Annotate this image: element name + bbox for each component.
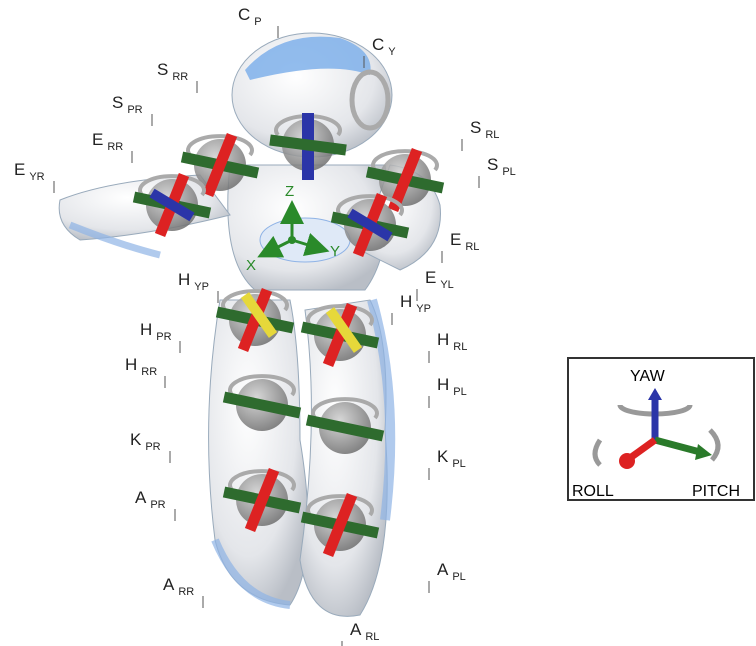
joint-letter: C — [372, 35, 384, 54]
joint-letter: S — [157, 60, 168, 79]
axis-y-label: Y — [330, 243, 340, 260]
joint-subscript: Y — [388, 46, 396, 58]
axis-x-label: X — [246, 257, 256, 274]
joint-subscript: PR — [145, 441, 160, 453]
joint-label: S RL — [470, 118, 499, 141]
joint-label: E RL — [450, 230, 479, 253]
joint-letter: S — [470, 118, 481, 137]
joint-subscript: YP — [416, 303, 431, 315]
legend-roll: ROLL — [572, 483, 614, 500]
joint-label: H PR — [140, 320, 172, 343]
joint-letter: A — [135, 488, 147, 507]
joint-label: S RR — [157, 60, 188, 83]
joint-letter: E — [14, 160, 25, 179]
joint-subscript: PL — [453, 386, 466, 398]
joint-label: S PR — [112, 93, 143, 116]
joint-label: E RR — [92, 130, 123, 153]
joint-subscript: RR — [178, 586, 194, 598]
robot-diagram: Z X Y CPCYSRRSPRERREYRSRLSPLERLEYLHYPHYP… — [0, 0, 756, 646]
joint-label: H PL — [437, 375, 467, 398]
joint-subscript: PR — [127, 104, 142, 116]
joint-letter: H — [140, 320, 152, 339]
joint-subscript: RL — [485, 129, 499, 141]
joint-subscript: RR — [107, 141, 123, 153]
joint-subscript: RL — [465, 241, 479, 253]
joint-subscript: PR — [150, 499, 165, 511]
joint-subscript: RL — [365, 631, 379, 643]
legend: YAW ROLL PITCH — [568, 358, 754, 500]
joint-letter: K — [130, 430, 142, 449]
joint-subscript: PL — [452, 458, 465, 470]
joint-label: H RL — [437, 330, 467, 353]
joint-label: E YR — [14, 160, 45, 183]
joint-subscript: PL — [452, 571, 465, 583]
joint-letter: S — [487, 155, 498, 174]
joint-subscript: P — [254, 16, 261, 28]
joint-letter: H — [178, 270, 190, 289]
joint-subscript: YL — [440, 279, 453, 291]
joint-label: E YL — [425, 268, 454, 291]
joint-subscript: YR — [29, 171, 44, 183]
joint-letter: H — [125, 355, 137, 374]
joint-label: H YP — [400, 292, 431, 315]
joint-letter: A — [437, 560, 449, 579]
joint-subscript: RL — [453, 341, 467, 353]
joint-letter: E — [92, 130, 103, 149]
joint-letter: H — [437, 330, 449, 349]
joint-label: S PL — [487, 155, 516, 178]
joint-letter: C — [238, 5, 250, 24]
joint-subscript: RR — [141, 366, 157, 378]
joint-letter: E — [450, 230, 461, 249]
joint-letter: H — [437, 375, 449, 394]
joint-letter: S — [112, 93, 123, 112]
legend-yaw: YAW — [630, 368, 666, 385]
joint-letter: E — [425, 268, 436, 287]
joint-letter: A — [350, 620, 362, 639]
joint-subscript: RR — [172, 71, 188, 83]
joint-label: H RR — [125, 355, 157, 378]
joint-subscript: PL — [502, 166, 515, 178]
joint-subscript: YP — [194, 281, 209, 293]
joint-letter: A — [163, 575, 175, 594]
joint-letter: H — [400, 292, 412, 311]
joint-label: H YP — [178, 270, 209, 293]
joint-letter: K — [437, 447, 449, 466]
joint-subscript: PR — [156, 331, 171, 343]
legend-pitch: PITCH — [692, 483, 740, 500]
axis-z-label: Z — [285, 183, 294, 200]
